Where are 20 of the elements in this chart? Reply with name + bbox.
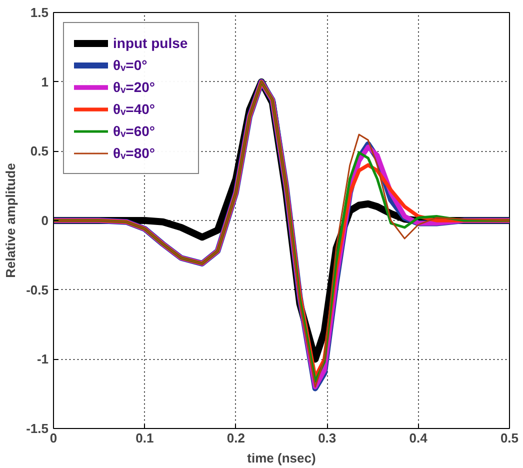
x-tick-label: 0.2: [226, 430, 245, 446]
legend-label: θᵥ=20°: [113, 79, 156, 95]
x-tick-label: 0.1: [136, 430, 154, 446]
legend-label: θᵥ=40°: [113, 101, 156, 117]
x-tick-label: 0.3: [318, 430, 336, 446]
legend-label: input pulse: [113, 35, 188, 51]
y-tick-label: 1: [41, 74, 49, 90]
x-tick-label: 0.4: [409, 430, 428, 446]
y-tick-label: 0.5: [30, 144, 49, 159]
y-tick-label: 0: [41, 213, 49, 228]
x-tick-label: 0.5: [500, 430, 519, 446]
y-tick-label: -1: [36, 352, 49, 367]
legend-label: θᵥ=60°: [113, 123, 156, 139]
legend-label: θᵥ=0°: [113, 57, 148, 73]
legend-label: θᵥ=80°: [113, 145, 156, 161]
y-tick-label: -0.5: [26, 282, 49, 298]
y-tick-label: 1.5: [30, 5, 49, 20]
y-axis-title: Relative amplitude: [3, 163, 18, 278]
y-tick-label: -1.5: [26, 421, 49, 436]
x-axis-title: time (nsec): [247, 450, 316, 466]
